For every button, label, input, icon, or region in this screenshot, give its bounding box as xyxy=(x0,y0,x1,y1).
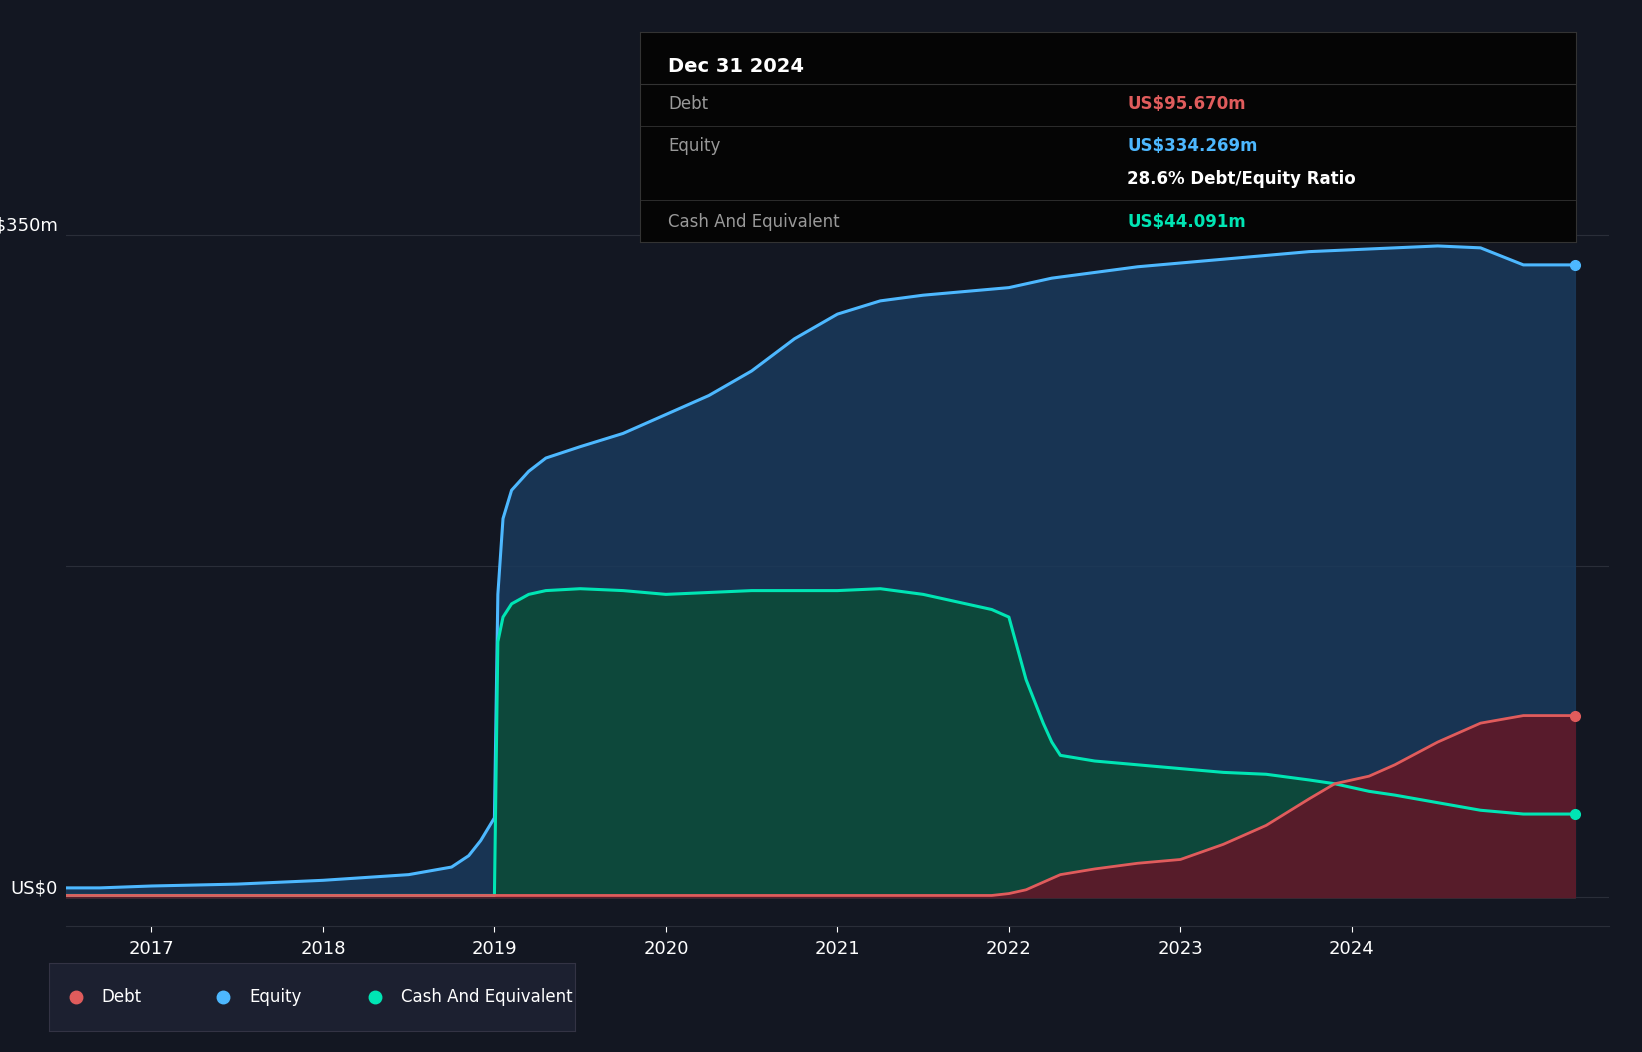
Text: Debt: Debt xyxy=(102,988,141,1006)
Text: US$44.091m: US$44.091m xyxy=(1126,213,1246,230)
Text: US$334.269m: US$334.269m xyxy=(1126,137,1258,155)
Text: Dec 31 2024: Dec 31 2024 xyxy=(668,57,805,76)
Text: Equity: Equity xyxy=(250,988,300,1006)
Text: 28.6% Debt/Equity Ratio: 28.6% Debt/Equity Ratio xyxy=(1126,170,1356,188)
Text: Cash And Equivalent: Cash And Equivalent xyxy=(401,988,573,1006)
Text: Debt: Debt xyxy=(668,95,709,113)
Text: US$0: US$0 xyxy=(10,879,57,897)
Text: US$95.670m: US$95.670m xyxy=(1126,95,1246,113)
Text: Cash And Equivalent: Cash And Equivalent xyxy=(668,213,841,230)
Text: Equity: Equity xyxy=(668,137,721,155)
Text: US$350m: US$350m xyxy=(0,217,57,235)
